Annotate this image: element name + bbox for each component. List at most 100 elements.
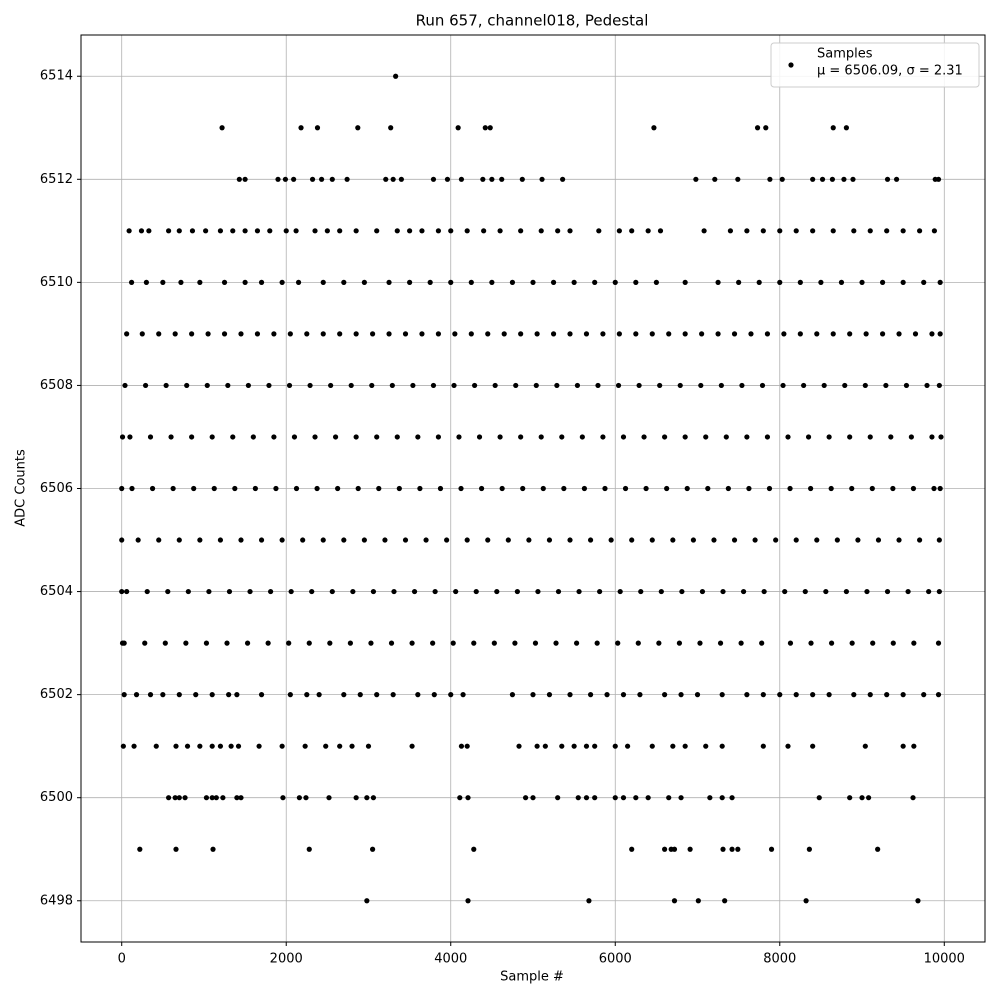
point	[912, 331, 919, 337]
point	[135, 537, 141, 543]
point	[273, 485, 279, 492]
point	[280, 795, 286, 801]
point	[540, 485, 546, 492]
point	[542, 743, 548, 749]
point	[826, 434, 832, 440]
point	[320, 537, 326, 543]
point	[185, 588, 191, 595]
point	[144, 588, 150, 595]
point	[851, 692, 857, 698]
point	[828, 640, 835, 646]
point	[133, 692, 140, 698]
point	[624, 743, 631, 749]
point	[777, 279, 783, 285]
point	[494, 588, 500, 595]
point	[458, 485, 464, 492]
point	[160, 279, 166, 285]
point	[653, 279, 659, 285]
point	[583, 795, 590, 801]
point	[137, 846, 143, 852]
point	[435, 434, 442, 440]
point	[464, 228, 470, 234]
point	[803, 898, 809, 904]
point	[287, 692, 293, 698]
point	[437, 485, 444, 492]
point	[740, 588, 747, 595]
point	[546, 692, 553, 698]
point	[307, 382, 313, 389]
point	[694, 692, 701, 698]
point	[166, 228, 172, 234]
point	[847, 331, 853, 337]
point	[649, 331, 655, 337]
point	[938, 434, 944, 440]
point	[275, 176, 281, 182]
point	[699, 588, 706, 595]
point	[890, 485, 896, 492]
point	[282, 176, 289, 182]
point	[209, 434, 215, 440]
point	[309, 588, 315, 595]
point	[604, 692, 610, 698]
point	[242, 176, 248, 182]
point	[559, 434, 565, 440]
point	[779, 176, 785, 182]
point	[344, 176, 350, 182]
point	[452, 331, 458, 337]
point	[764, 434, 771, 440]
point	[369, 331, 376, 337]
point	[423, 537, 429, 543]
point	[430, 640, 436, 646]
point	[409, 640, 415, 646]
point	[149, 485, 156, 492]
point	[482, 125, 488, 131]
point	[129, 485, 135, 492]
point	[875, 537, 882, 543]
point	[777, 692, 783, 698]
point	[306, 640, 312, 646]
point	[234, 795, 240, 801]
point	[645, 795, 651, 801]
point	[230, 434, 236, 440]
point	[497, 228, 503, 234]
x-axis-label: Sample #	[500, 970, 564, 985]
point	[146, 228, 152, 234]
y-tick-label: 6512	[40, 172, 73, 187]
point	[676, 640, 683, 646]
point	[560, 176, 566, 182]
point	[309, 176, 316, 182]
point	[451, 382, 457, 389]
point	[252, 485, 258, 492]
point	[209, 743, 215, 749]
x-tick-label: 2000	[270, 952, 303, 967]
point	[739, 382, 745, 389]
point	[361, 279, 367, 285]
point	[219, 125, 225, 131]
point	[326, 795, 332, 801]
point	[390, 692, 396, 698]
point	[497, 434, 503, 440]
point	[843, 588, 849, 595]
point	[258, 692, 265, 698]
point	[896, 331, 902, 337]
point	[682, 331, 688, 337]
point	[266, 382, 272, 389]
point	[760, 228, 766, 234]
point	[176, 228, 182, 234]
y-tick-label: 6514	[40, 69, 73, 84]
point	[682, 434, 688, 440]
point	[929, 434, 935, 440]
point	[209, 795, 215, 801]
point	[744, 692, 750, 698]
point	[715, 331, 721, 337]
point	[656, 640, 662, 646]
point	[389, 382, 395, 389]
point	[896, 537, 902, 543]
point	[120, 743, 126, 749]
point	[304, 692, 310, 698]
point	[830, 125, 836, 131]
point	[579, 434, 585, 440]
point	[368, 640, 374, 646]
point	[435, 228, 442, 234]
point	[780, 382, 786, 389]
